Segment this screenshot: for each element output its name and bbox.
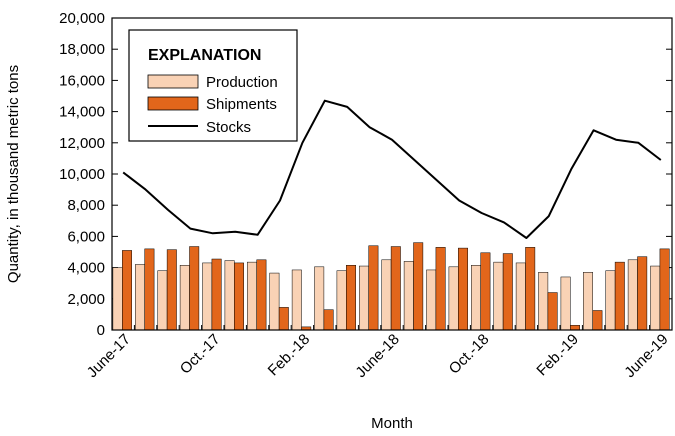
y-tick-label: 2,000 (67, 291, 105, 308)
bar-production (583, 272, 593, 331)
line-stocks (122, 99, 662, 239)
x-tick-label: Oct.-18 (446, 331, 493, 378)
bar-production (515, 262, 526, 331)
legend-swatch-shipments (147, 96, 199, 111)
bar-shipments (502, 253, 513, 331)
bar-production (314, 266, 325, 331)
bar-shipments (189, 246, 200, 331)
bar-production (627, 259, 638, 331)
bar-production (426, 269, 437, 331)
bar-shipments (592, 310, 603, 331)
bar-production (538, 272, 549, 331)
y-tick-label: 16,000 (59, 72, 105, 89)
bar-production (224, 260, 235, 331)
bar-shipments (614, 261, 625, 331)
bar-production (359, 265, 369, 331)
bar-production (247, 261, 257, 331)
bar-shipments (234, 262, 244, 331)
y-tick-label: 20,000 (59, 10, 105, 27)
bar-shipments (256, 259, 267, 331)
bar-production (471, 265, 481, 331)
bar-shipments (435, 247, 446, 331)
x-tick-label: Feb.-18 (265, 331, 314, 380)
legend: EXPLANATION Production Shipments Stocks (128, 29, 298, 142)
legend-label-stocks: Stocks (206, 119, 251, 136)
x-tick-label: June-18 (352, 331, 402, 381)
y-axis-title: Quantity, in thousand metric tons (5, 65, 22, 283)
bar-production (269, 272, 280, 331)
bars-layer (112, 242, 670, 331)
bar-production (112, 267, 123, 331)
legend-label-production: Production (206, 74, 278, 91)
y-tick-label: 10,000 (59, 166, 105, 183)
bar-shipments (323, 309, 334, 331)
bar-shipments (659, 248, 670, 331)
y-tick-label: 18,000 (59, 41, 105, 58)
legend-title: EXPLANATION (148, 47, 261, 64)
bar-shipments (166, 249, 177, 331)
bar-shipments (278, 307, 289, 331)
bar-production (291, 269, 302, 331)
bar-shipments (211, 258, 222, 331)
bar-production (605, 270, 616, 331)
bar-shipments (525, 247, 536, 331)
legend-swatch-production (147, 74, 199, 89)
y-tick-label: 8,000 (67, 197, 105, 214)
bar-production (560, 276, 571, 331)
y-tick-label: 4,000 (67, 260, 105, 277)
bar-production (157, 270, 168, 331)
bar-production (650, 265, 661, 331)
x-tick-label: Feb.-19 (533, 331, 582, 380)
y-tick-label: 12,000 (59, 135, 105, 152)
bar-shipments (480, 252, 491, 331)
y-tick-labels: 0 2,000 4,000 6,000 8,000 10,000 12,000 14,000 1… (59, 10, 105, 339)
bar-production (202, 262, 213, 331)
y-tick-label: 0 (97, 322, 105, 339)
bar-shipments (144, 248, 155, 331)
y-tick-label: 6,000 (67, 228, 105, 245)
bar-production (381, 259, 392, 331)
bar-shipments (637, 256, 648, 331)
bar-shipments (346, 265, 356, 331)
bar-shipments (413, 242, 424, 331)
bar-shipments (368, 245, 379, 331)
x-tick-label: June-19 (621, 331, 671, 381)
bar-production (403, 261, 414, 331)
plot-area-frame (111, 17, 673, 331)
bar-production (179, 265, 190, 331)
bar-shipments (390, 246, 401, 331)
x-tick-labels: June-17 Oct.-17 Feb.-18 June-18 Oct.-18 Feb.-… (84, 331, 672, 381)
y-tick-label: 14,000 (59, 104, 105, 121)
bar-shipments (122, 250, 132, 331)
bar-shipments (547, 292, 558, 331)
x-axis-title: Month (371, 415, 413, 432)
bar-production (135, 264, 145, 331)
bar-production (493, 261, 504, 331)
bar-shipments (570, 325, 580, 331)
bar-production (336, 270, 347, 331)
x-tick-label: Oct.-17 (177, 331, 224, 378)
stocks-line-layer (122, 99, 662, 239)
bar-production (448, 266, 459, 331)
x-tick-label: June-17 (84, 331, 134, 381)
legend-label-shipments: Shipments (206, 96, 277, 113)
bar-shipments (458, 247, 468, 331)
